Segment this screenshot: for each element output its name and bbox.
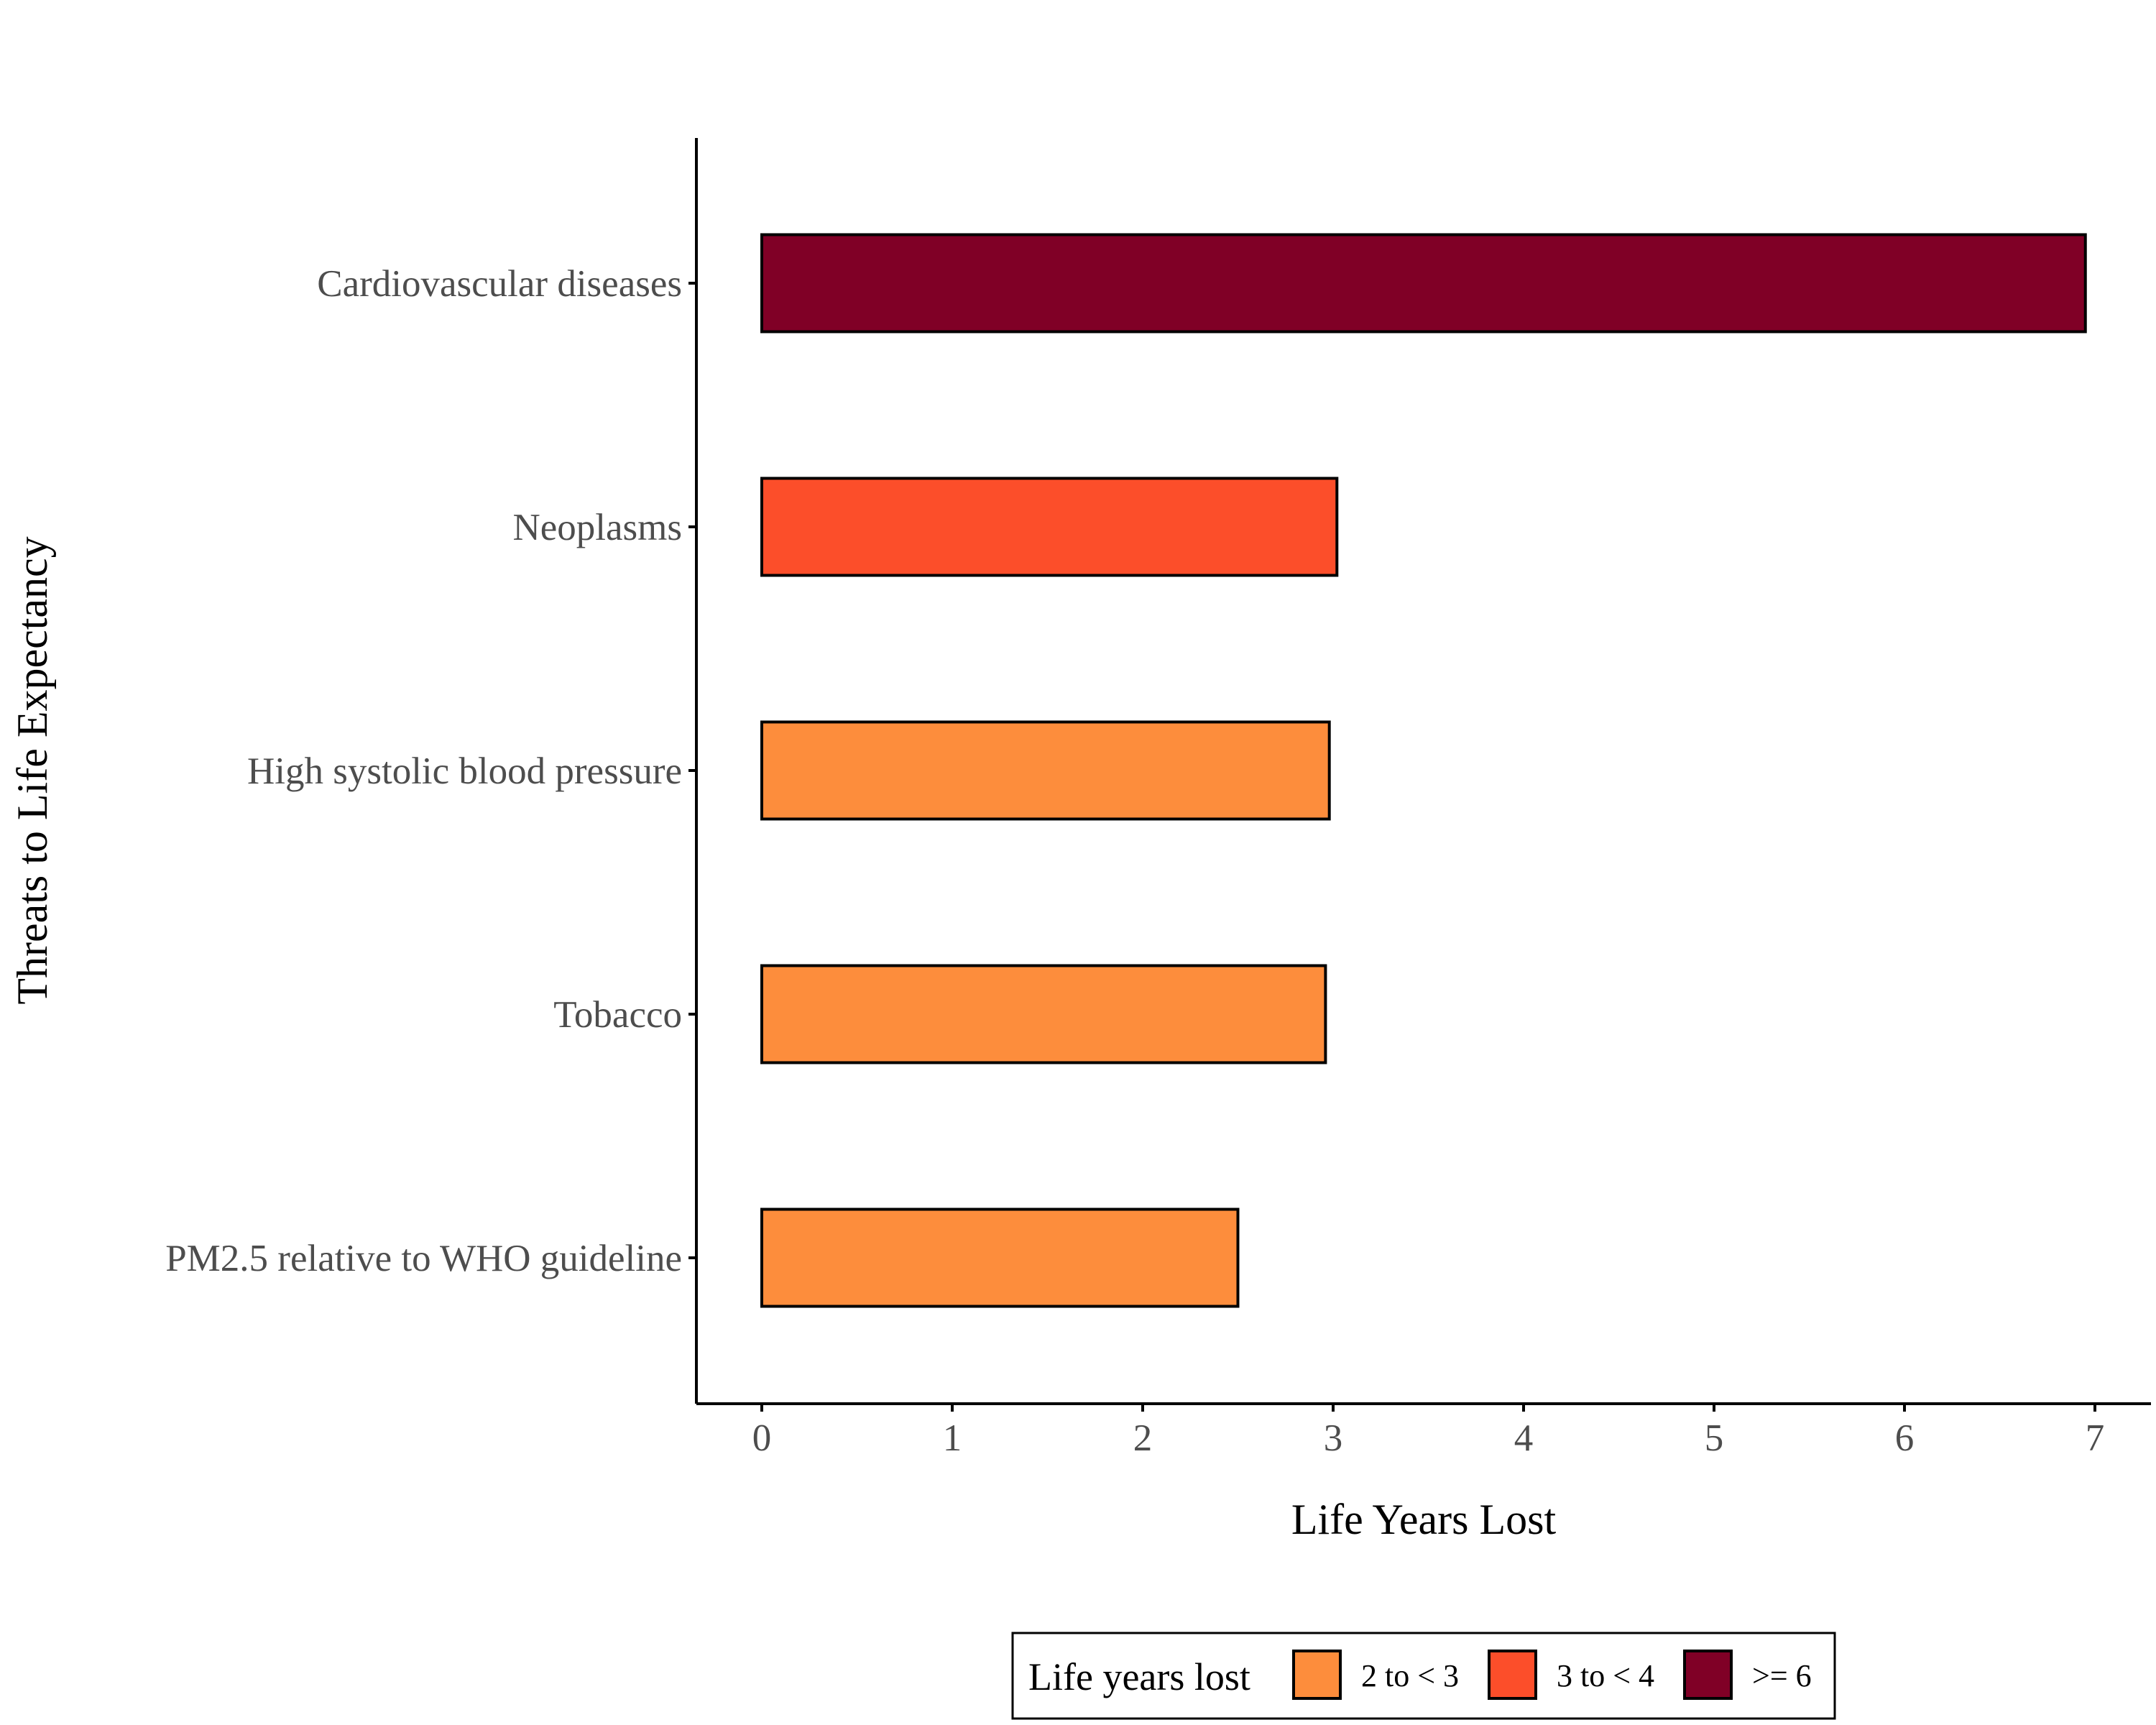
x-tick-label: 3 xyxy=(1324,1417,1343,1459)
legend-key-swatch xyxy=(1488,1650,1537,1700)
x-tick-label: 7 xyxy=(2086,1417,2105,1459)
y-tick-label: Cardiovascular diseases xyxy=(317,263,682,305)
legend-title: Life years lost xyxy=(1028,1655,1250,1698)
legend: Life years lost 2 to < 3 3 to < 4 >= 6 xyxy=(1011,1632,1836,1720)
y-tick-label: PM2.5 relative to WHO guideline xyxy=(165,1238,682,1279)
legend-key-swatch xyxy=(1683,1650,1733,1700)
bar-cardiovascular-diseases xyxy=(760,233,2087,334)
bars-group xyxy=(760,233,2087,1308)
legend-key-label: 3 to < 4 xyxy=(1557,1658,1654,1693)
y-tick-label: High systolic blood pressure xyxy=(247,750,682,792)
legend-key-label: 2 to < 3 xyxy=(1361,1658,1459,1693)
bar-high-systolic-blood-pressure xyxy=(760,720,1331,821)
x-tick-label: 1 xyxy=(943,1417,962,1459)
legend-key-label: >= 6 xyxy=(1752,1658,1812,1693)
bar-pm2-5-relative-to-who-guideline xyxy=(760,1208,1240,1308)
x-axis-title: Life Years Lost xyxy=(1291,1496,1557,1543)
legend-items: 2 to < 3 3 to < 4 >= 6 xyxy=(1292,1650,1812,1700)
x-tick-label: 6 xyxy=(1895,1417,1915,1459)
y-tick-label: Tobacco xyxy=(553,994,682,1036)
x-tick-label: 2 xyxy=(1133,1417,1153,1459)
x-tick-label: 0 xyxy=(752,1417,772,1459)
y-tick-label: Neoplasms xyxy=(512,507,682,548)
x-tick-label: 4 xyxy=(1514,1417,1534,1459)
y-ticks-group: Cardiovascular diseases Neoplasms High sys… xyxy=(165,263,696,1279)
bar-neoplasms xyxy=(760,477,1339,577)
bar-tobacco xyxy=(760,964,1327,1064)
x-ticks-group: 0 1 2 3 4 5 6 7 xyxy=(752,1404,2105,1459)
y-axis-title: Threats to Life Expectancy xyxy=(9,536,56,1004)
x-tick-label: 5 xyxy=(1705,1417,1724,1459)
legend-key-swatch xyxy=(1292,1650,1342,1700)
